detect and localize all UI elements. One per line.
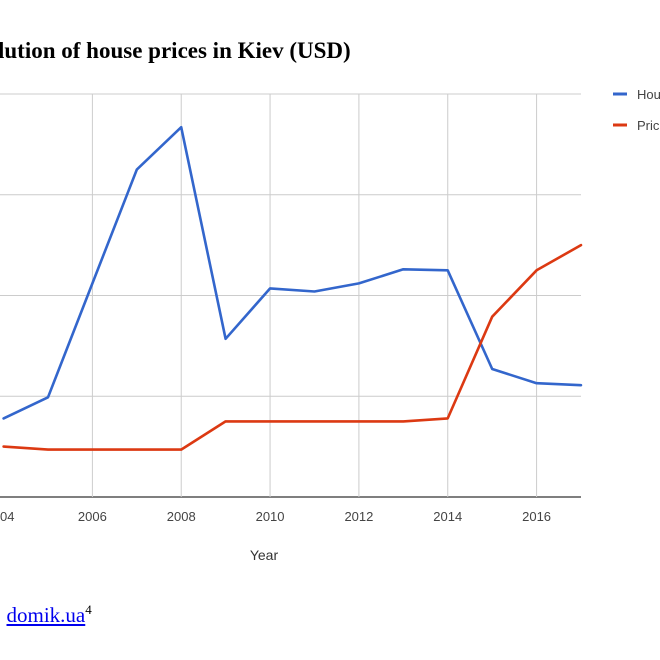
x-tick-label: 2010 [256,509,285,524]
x-tick-label: 2016 [522,509,551,524]
x-axis-ticks: 04 2006 2008 2010 2012 2014 2016 [0,509,551,524]
x-axis-label: Year [250,547,279,563]
chart-title: lution of house prices in Kiev (USD) [0,38,351,63]
grid [0,93,581,498]
x-tick-label: 2006 [78,509,107,524]
x-tick-label: 2008 [167,509,196,524]
series-line [2,243,583,451]
x-tick-label: 04 [0,509,14,524]
source-prefix: , [0,603,7,627]
source-footnote-ref[interactable]: 4 [85,602,92,617]
legend: Hou Pric [613,87,660,133]
legend-label: Pric [637,118,660,133]
legend-label: Hou [637,87,660,102]
series-lines [2,125,583,451]
x-tick-label: 2012 [344,509,373,524]
source-citation: , domik.ua4 [0,602,92,628]
x-tick-label: 2014 [433,509,462,524]
series-line [2,125,583,420]
source-link[interactable]: domik.ua [6,603,86,627]
